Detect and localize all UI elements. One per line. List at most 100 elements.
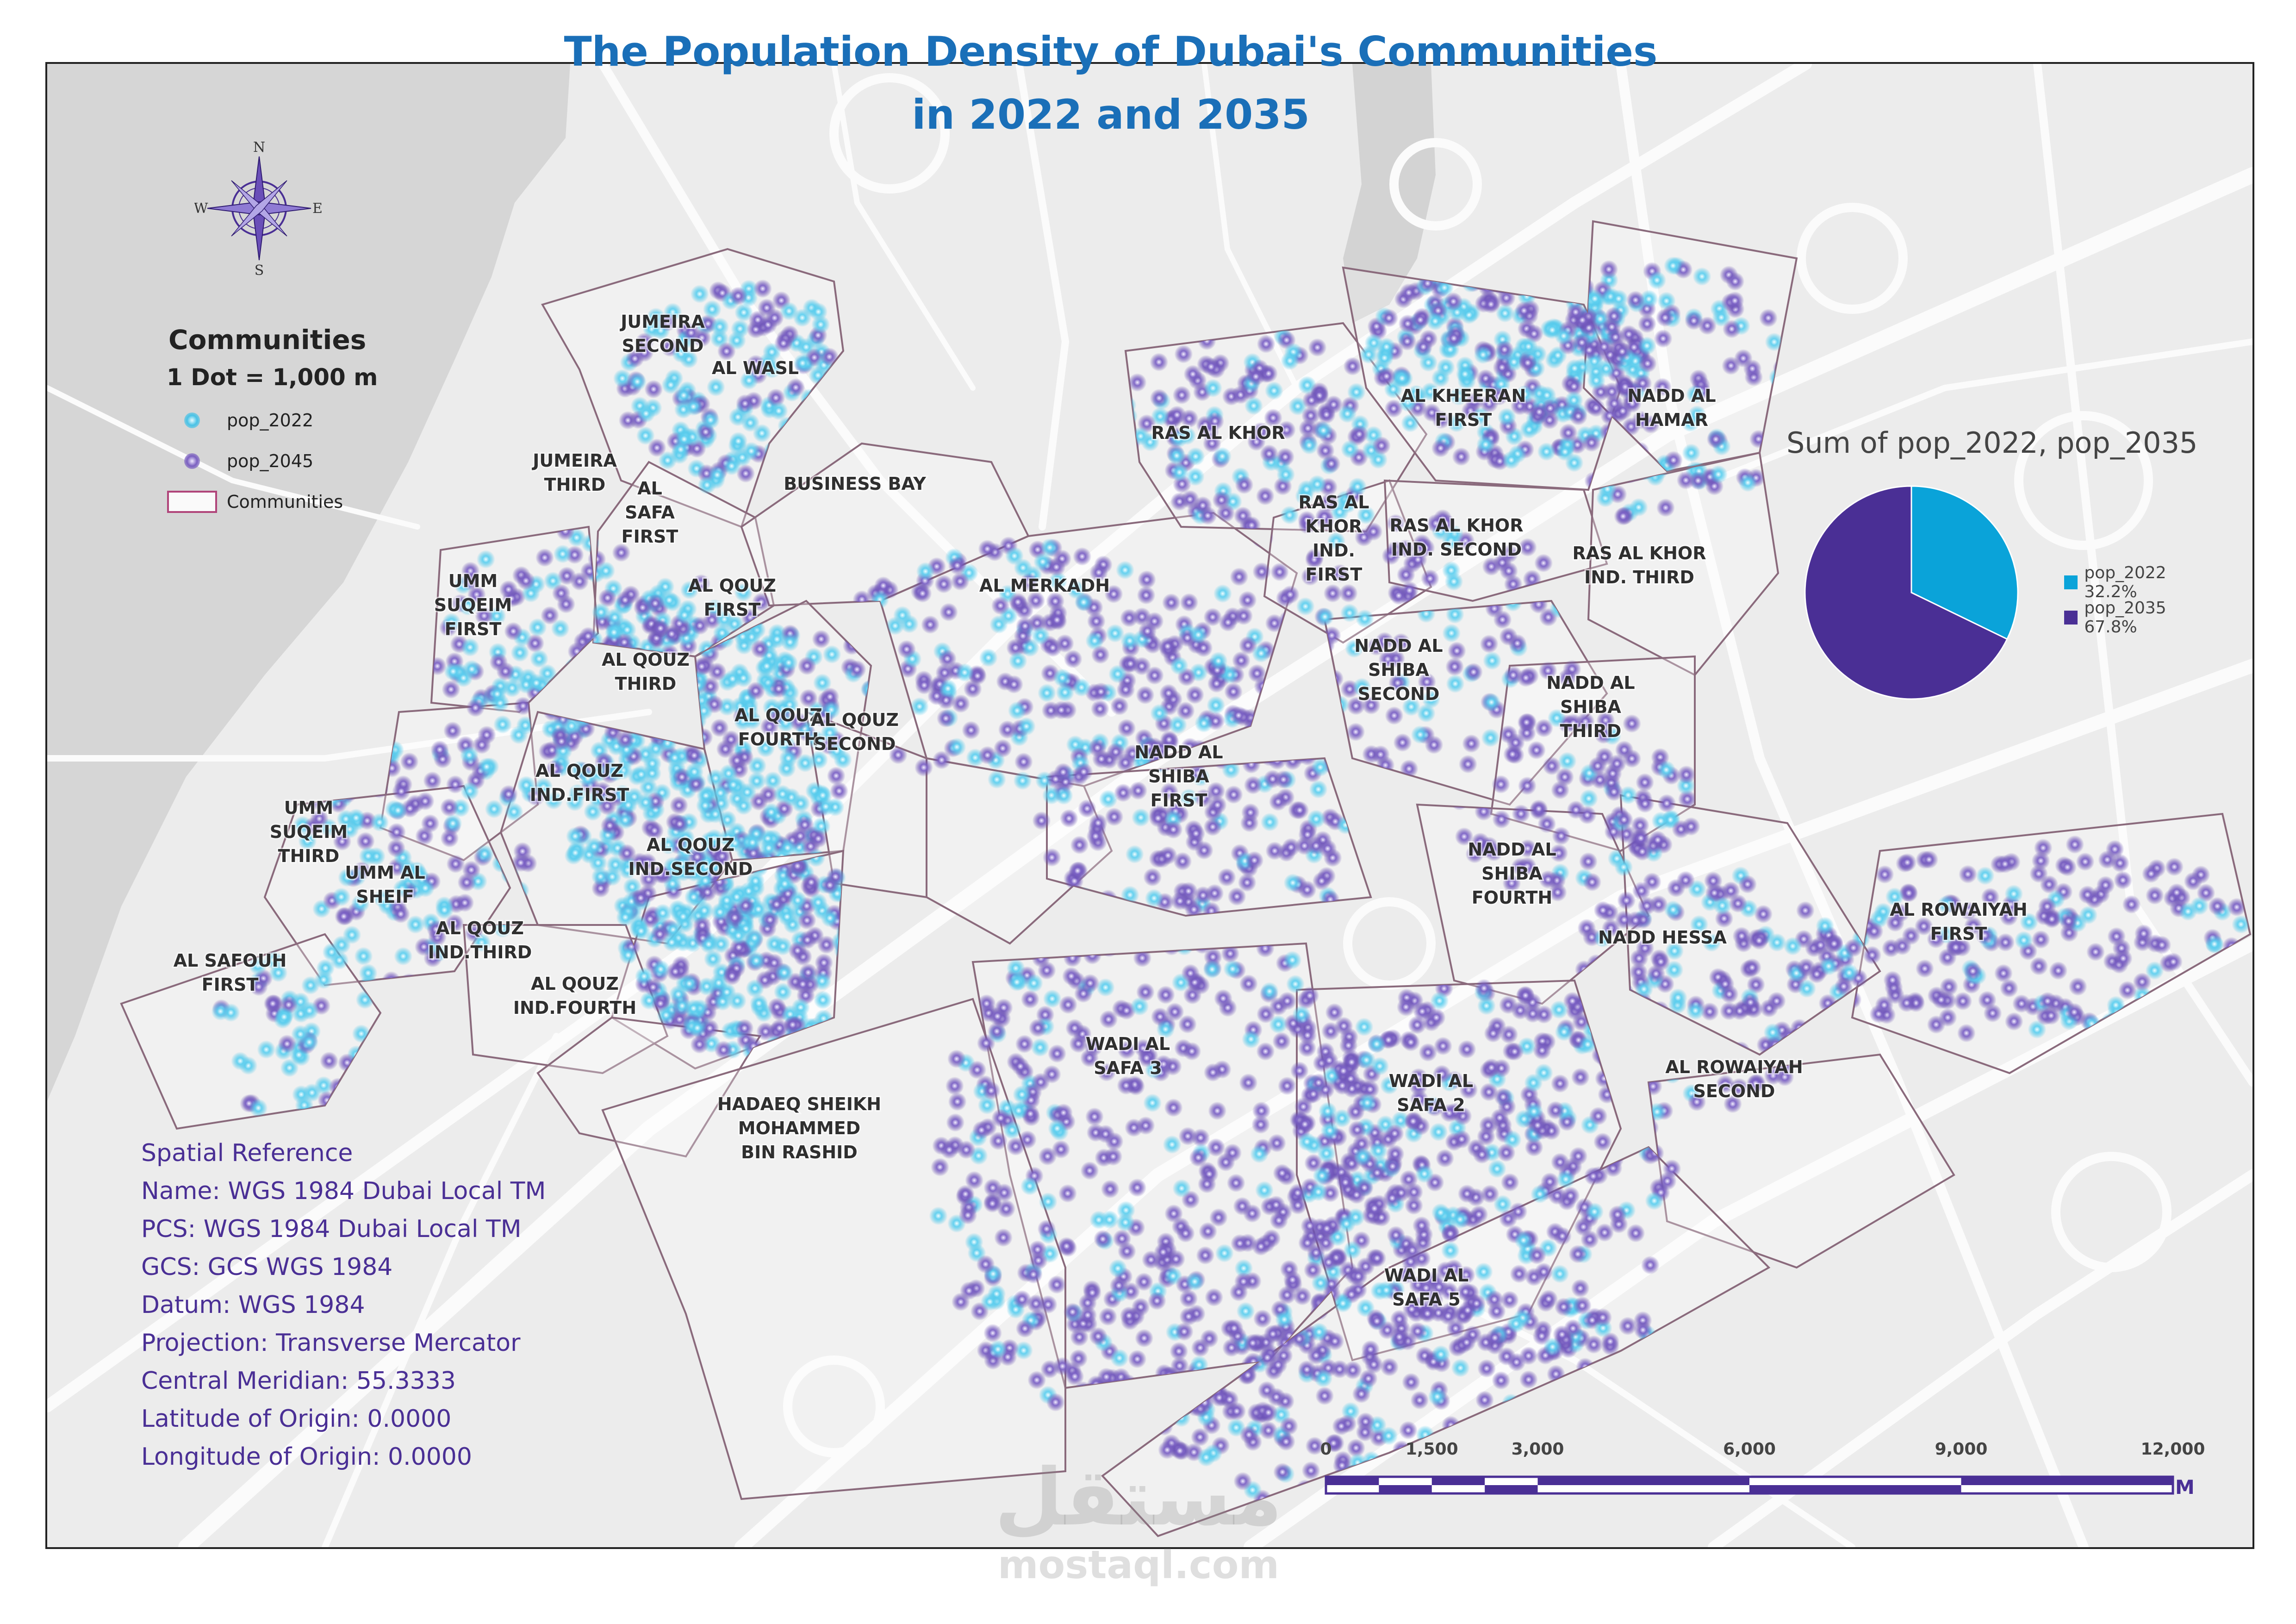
dot-pop-2045 [1705,883,1724,902]
dot-pop-2045 [1599,260,1618,279]
scale-bar-segment [1537,1477,1749,1485]
dot-pop-2045 [1137,586,1156,605]
dot-pop-2045 [616,730,635,749]
spatial-longitude-origin: Longitude of Origin: 0.0000 [141,1443,472,1471]
dot-pop-2022 [211,1002,230,1021]
pop-2045-dot-icon [184,453,200,469]
dot-pop-2022 [1657,760,1676,779]
dot-pop-2045 [1258,1348,1277,1367]
dot-pop-2022 [1456,365,1475,383]
dot-pop-2022 [1170,656,1188,675]
dot-pop-2022 [809,893,828,912]
dot-pop-2045 [915,676,933,695]
dot-pop-2045 [1174,344,1193,363]
dot-pop-2045 [1392,633,1411,652]
dot-pop-2045 [1368,1312,1387,1330]
dot-pop-2022 [1003,1120,1021,1139]
dot-pop-2045 [1290,1061,1309,1080]
dot-pop-2045 [1402,1373,1420,1392]
dot-pop-2045 [1323,584,1342,603]
dot-pop-2022 [1072,678,1091,697]
label-hadaeq-sheikh-mohammed-line: HADAEQ SHEIKH [717,1094,881,1114]
map-title-line2: in 2022 and 2035 [912,91,1310,138]
dot-pop-2045 [692,657,711,676]
dot-pop-2045 [1444,292,1463,311]
dot-pop-2045 [1297,1360,1316,1379]
dot-pop-2045 [516,571,535,590]
dot-pop-2045 [1797,958,1816,977]
dot-pop-2045 [1892,904,1910,922]
dot-pop-2022 [955,663,974,682]
dot-pop-2022 [1474,1262,1493,1281]
dot-pop-2022 [775,963,794,982]
dot-pop-2045 [1214,989,1232,1008]
dot-pop-2045 [1154,1243,1173,1262]
dot-pop-2022 [916,562,935,581]
dot-pop-2045 [1400,581,1419,600]
dot-pop-2045 [1623,394,1642,413]
dot-pop-2022 [673,996,691,1015]
dot-pop-2045 [2031,930,2050,949]
dot-pop-2022 [1686,1001,1705,1020]
dot-pop-2045 [1480,394,1499,413]
dot-pop-2022 [1298,1132,1316,1151]
dot-pop-2022 [671,440,690,459]
dot-pop-2045 [1068,861,1087,880]
dot-pop-2045 [1447,641,1466,660]
scale-tick-label: 0 [1320,1440,1332,1459]
dot-pop-2045 [638,853,657,872]
dot-pop-2045 [1636,794,1655,813]
label-ras-al-khor-line: RAS AL KHOR [1151,423,1285,443]
dot-pop-2022 [1692,267,1711,286]
label-al-qouz-ind-third-line: IND.THIRD [428,942,532,962]
dot-pop-2045 [1027,1371,1046,1389]
dot-pop-2022 [1564,391,1583,410]
dot-pop-2022 [460,746,479,765]
dot-pop-2045 [1492,810,1511,829]
dot-pop-2022 [762,803,781,822]
dot-pop-2045 [1020,573,1039,592]
dot-pop-2022 [793,354,812,373]
dot-pop-2045 [2096,875,2115,894]
dot-pop-2045 [957,1140,976,1159]
dot-pop-2045 [951,572,970,591]
dot-pop-2045 [940,1140,959,1159]
label-jumeira-third-line: JUMEIRA [531,450,617,471]
dot-pop-2045 [2041,1006,2060,1025]
dot-pop-2045 [812,630,831,649]
dot-pop-2045 [442,680,460,699]
dot-pop-2045 [1716,1074,1735,1093]
dot-pop-2022 [1056,683,1075,702]
dot-pop-2022 [1682,443,1701,462]
map-canvas[interactable]: JUMEIRA SECOND AL WASL JUMEIRA THIRD AL SAFA FI… [47,64,2252,1547]
dot-pop-2022 [674,386,693,405]
dot-pop-2045 [788,941,807,960]
dot-pop-2045 [1175,1322,1194,1341]
label-nadd-al-shiba-first-line: NADD AL [1134,742,1223,762]
dot-pop-2045 [1561,1187,1580,1205]
dot-pop-2045 [1325,1332,1344,1351]
dot-pop-2045 [1005,675,1023,694]
dot-pop-2022 [1008,651,1027,670]
dot-pop-2022 [662,933,681,952]
dot-pop-2045 [1510,397,1529,415]
label-nadd-al-shiba-third-line: THIRD [1560,721,1622,741]
dot-pop-2045 [644,978,663,997]
dot-pop-2045 [1637,896,1656,915]
dot-pop-2022 [980,1292,999,1311]
label-al-qouz-third-line: AL QOUZ [602,650,690,670]
dot-pop-2045 [1419,1043,1437,1062]
dot-pop-2022 [435,900,454,919]
dot-pop-2045 [1457,1184,1476,1203]
dot-pop-2045 [1251,1237,1270,1256]
dot-pop-2045 [1946,938,1965,957]
dot-pop-2045 [1348,1120,1367,1139]
dot-pop-2045 [1915,959,1934,978]
label-business-bay-line: BUSINESS BAY [784,474,926,494]
dot-pop-2045 [965,1171,984,1190]
label-umm-suqeim-third-line: SUQEIM [270,822,348,842]
dot-pop-2045 [934,575,953,593]
dot-pop-2045 [1233,506,1252,525]
dot-pop-2022 [658,451,677,470]
dot-pop-2022 [1481,728,1500,747]
